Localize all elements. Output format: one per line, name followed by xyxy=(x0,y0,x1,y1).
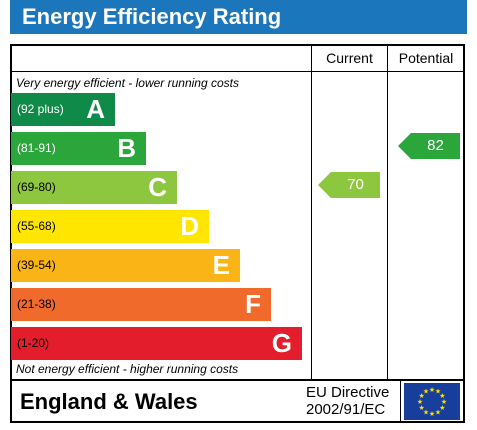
current-rating-arrow: 70 xyxy=(318,172,380,198)
arrow-value: 70 xyxy=(331,172,380,198)
band-letter: F xyxy=(245,289,261,319)
star-icon: ★ xyxy=(417,398,423,406)
band-f: (21-38) F xyxy=(11,288,271,321)
directive-line-1: EU Directive xyxy=(306,384,390,401)
star-icon: ★ xyxy=(423,388,429,396)
potential-column-header: Potential xyxy=(398,50,454,66)
band-letter: D xyxy=(180,211,199,241)
band-range-label: (55-68) xyxy=(17,219,56,233)
eu-flag-icon: ★ ★★★★★★★★★★★ xyxy=(404,383,460,420)
band-c: (69-80) C xyxy=(11,171,177,204)
star-icon: ★ xyxy=(441,398,447,406)
band-letter: C xyxy=(148,172,167,202)
band-range-label: (81-91) xyxy=(17,141,56,155)
arrow-point xyxy=(398,133,411,159)
band-range-label: (69-80) xyxy=(17,180,56,194)
star-icon: ★ xyxy=(429,386,435,394)
potential-column-divider xyxy=(387,45,388,379)
directive-line-2: 2002/91/EC xyxy=(306,401,386,418)
header-divider xyxy=(11,71,464,72)
footer-country: England & Wales xyxy=(20,389,198,414)
band-range-label: (21-38) xyxy=(17,297,56,311)
bottom-note: Not energy efficient - higher running co… xyxy=(16,362,239,376)
footer-divider xyxy=(11,379,464,381)
band-letter: E xyxy=(212,250,230,280)
title-bar xyxy=(10,0,467,34)
footer-directive-divider xyxy=(400,381,401,422)
top-note: Very energy efficient - lower running co… xyxy=(16,76,239,90)
band-g: (1-20) G xyxy=(11,327,302,360)
band-a: (92 plus) A xyxy=(11,93,115,126)
band-d: (55-68) D xyxy=(11,210,209,243)
star-icon: ★ xyxy=(418,404,424,412)
star-icon: ★ xyxy=(435,408,441,416)
arrow-point xyxy=(318,172,331,198)
band-letter: A xyxy=(86,94,105,124)
current-column-header: Current xyxy=(326,50,373,66)
band-e: (39-54) E xyxy=(11,249,240,282)
band-range-label: (92 plus) xyxy=(17,102,64,116)
band-range-label: (1-20) xyxy=(17,336,50,350)
band-letter: G xyxy=(271,328,292,358)
star-icon: ★ xyxy=(439,404,445,412)
potential-rating-arrow: 82 xyxy=(398,133,460,159)
star-icon: ★ xyxy=(418,392,424,400)
band-letter: B xyxy=(117,133,136,163)
chart-title: Energy Efficiency Rating xyxy=(22,4,282,29)
band-range-label: (39-54) xyxy=(17,258,56,272)
current-column-divider xyxy=(311,45,312,379)
band-b: (81-91) B xyxy=(11,132,146,165)
star-icon: ★ xyxy=(435,388,441,396)
star-icon: ★ xyxy=(429,410,435,418)
star-icon: ★ xyxy=(423,408,429,416)
arrow-value: 82 xyxy=(411,133,460,159)
star-icon: ★ xyxy=(439,392,445,400)
